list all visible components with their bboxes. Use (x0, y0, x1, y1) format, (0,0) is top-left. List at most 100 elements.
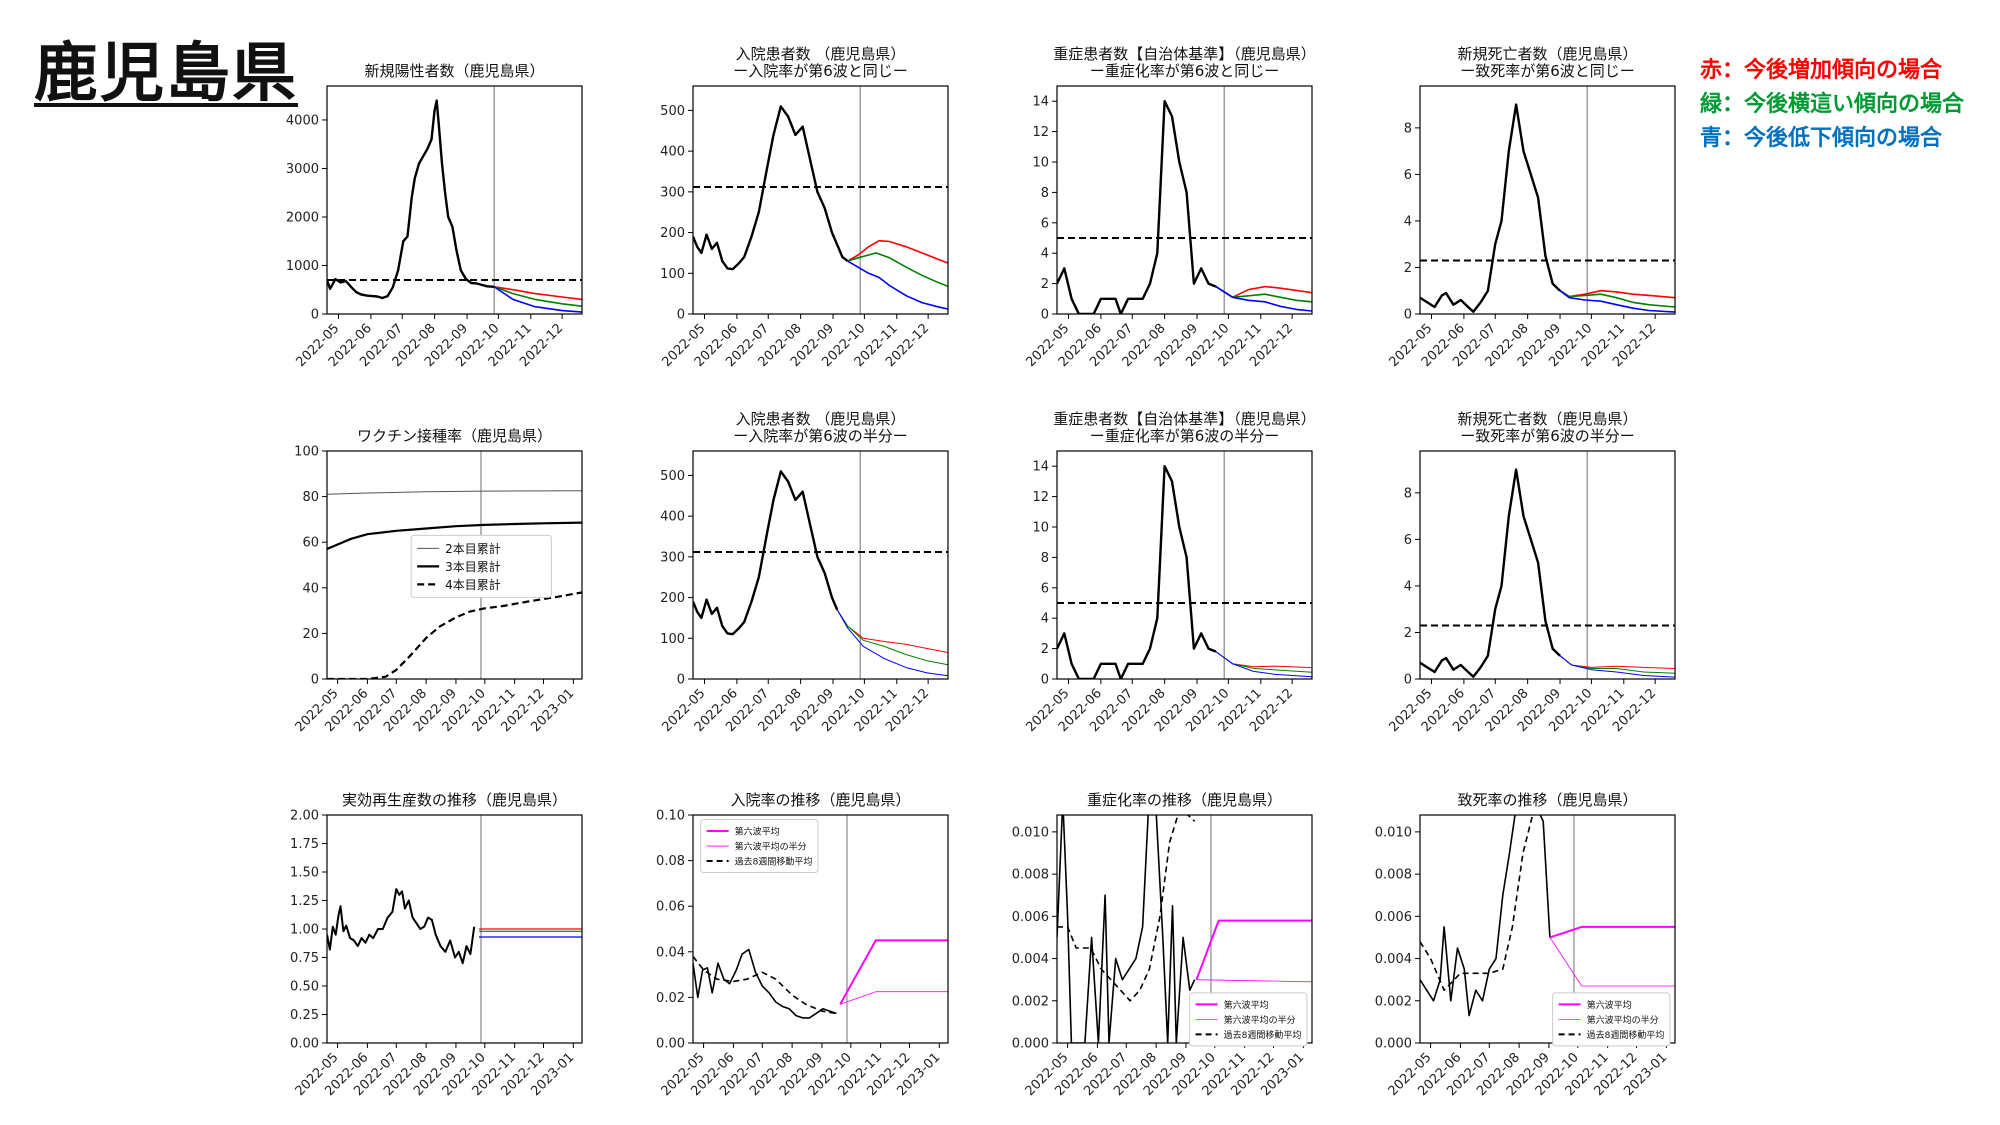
chart-legend-label: 第六波平均 (1224, 999, 1269, 1011)
y-tick-label: 0 (311, 673, 319, 688)
chart-death-rate: 致死率の推移（鹿児島県） 0.000 0.002 0.004 0.006 0.008 0.0… (1375, 791, 1676, 1099)
chart-title: 重症患者数【自治体基準】（鹿児島県） (1053, 45, 1316, 63)
y-tick-label: 100 (294, 445, 319, 460)
y-tick-label: 1.00 (290, 923, 319, 938)
chart-inpatients-same: 入院患者数 （鹿児島県）ー入院率が第6波と同じー 0 100 200 300 400 500… (659, 45, 949, 370)
y-tick-label: 0.00 (656, 1037, 685, 1052)
series-line-2 (1215, 285, 1312, 303)
plot-frame (326, 450, 583, 680)
plot-area (1420, 451, 1675, 679)
y-tick-label: 2 (1404, 261, 1412, 276)
plot-frame (1419, 814, 1676, 1044)
chart-deaths-half: 新規死亡者数（鹿児島県）ー致死率が第6波の半分ー024682022-052022… (1386, 410, 1676, 735)
y-tick-label: 0.006 (1012, 910, 1049, 925)
series-line-2 (836, 609, 948, 666)
y-tick-label: 6 (1041, 581, 1049, 596)
y-tick-label: 0.002 (1012, 994, 1049, 1009)
y-tick-label: 0 (677, 673, 685, 688)
chart-title: ー入院率が第6波の半分ー (733, 427, 908, 445)
y-tick-label: 0.000 (1012, 1037, 1049, 1052)
series-line-3 (1215, 651, 1312, 678)
y-tick-label: 0 (1404, 308, 1412, 323)
y-tick-label: 1.50 (290, 866, 319, 881)
chart-title: ー致死率が第6波と同じー (1460, 62, 1635, 80)
y-tick-label: 0.002 (1375, 994, 1412, 1009)
y-tick-label: 500 (660, 104, 685, 119)
y-tick-label: 12 (1032, 125, 1049, 140)
series-line-2 (1195, 919, 1312, 981)
series-line-3 (493, 286, 582, 313)
plot-frame (1056, 814, 1313, 1044)
series-line-1 (1420, 815, 1534, 992)
plot-area (1057, 86, 1312, 314)
chart-severe-same: 重症患者数【自治体基準】（鹿児島県）ー重症化率が第6波と同じー 0 2 4 6 8 10 12… (1023, 45, 1315, 370)
plot-frame (326, 85, 583, 315)
plot-area (1057, 451, 1312, 679)
series-line-2 (1559, 290, 1675, 308)
y-tick-label: 8 (1404, 486, 1412, 501)
plot-area (693, 86, 948, 314)
y-tick-label: 4 (1041, 247, 1049, 262)
y-tick-label: 0.004 (1375, 952, 1412, 967)
y-tick-label: 0.25 (290, 1008, 319, 1023)
y-tick-label: 60 (302, 536, 319, 551)
series-line-0 (1420, 468, 1561, 678)
chart-legend-label: 第六波平均 (1587, 999, 1632, 1011)
legend-flat: 緑：今後横這い傾向の場合 (1700, 92, 1965, 117)
y-tick-label: 200 (660, 591, 685, 606)
y-tick-label: 2.00 (290, 809, 319, 824)
plot-area (327, 86, 582, 314)
plot-frame (326, 814, 583, 1044)
series-line-2 (1549, 925, 1675, 939)
y-tick-label: 8 (1041, 186, 1049, 201)
chart-legend-label: 第六波平均の半分 (1587, 1014, 1659, 1026)
scenario-legend: 赤：今後増加傾向の場合 緑：今後横這い傾向の場合 青：今後低下傾向の場合 (1700, 54, 1964, 156)
series-line-0 (693, 105, 849, 271)
y-tick-label: 4000 (286, 113, 319, 128)
plot-frame (1419, 450, 1676, 680)
y-tick-label: 100 (660, 267, 685, 282)
plot-frame (1056, 85, 1313, 315)
plot-frame (1056, 450, 1313, 680)
series-line-2 (493, 286, 582, 307)
series-line-0 (1057, 465, 1217, 679)
chart-title: 重症患者数【自治体基準】（鹿児島県） (1053, 410, 1316, 428)
legend-decrease: 青：今後低下傾向の場合 (1700, 126, 1943, 151)
series-line-2 (1559, 655, 1675, 674)
series-line-3 (847, 260, 948, 310)
plot-area (693, 451, 948, 679)
series-line-1 (847, 239, 948, 264)
y-tick-label: 2 (1041, 277, 1049, 292)
chart-title: 致死率の推移（鹿児島県） (1457, 791, 1637, 809)
chart-title: ー重症化率が第6波の半分ー (1090, 427, 1280, 445)
chart-legend-label: 4本目累計 (445, 577, 501, 592)
series-line-0 (1057, 99, 1217, 314)
chart-legend-label: 2本目累計 (445, 541, 501, 556)
y-tick-label: 0.10 (656, 809, 685, 824)
chart-legend-box (1552, 992, 1671, 1047)
y-tick-label: 0.06 (656, 900, 685, 915)
y-tick-label: 0.50 (290, 980, 319, 995)
series-line-0 (693, 948, 837, 1019)
plot-area (1420, 815, 1675, 1043)
plot-area (327, 815, 582, 1043)
chart-title: 新規陽性者数（鹿児島県） (364, 62, 544, 80)
plot-frame (692, 450, 949, 680)
y-tick-label: 12 (1032, 490, 1049, 505)
chart-title: ワクチン接種率（鹿児島県） (357, 427, 552, 445)
series-line-0 (1420, 103, 1561, 313)
chart-title: 新規死亡者数（鹿児島県） (1457, 45, 1637, 63)
chart-legend-label: 過去8週間移動平均 (735, 855, 813, 867)
y-tick-label: 4 (1404, 214, 1412, 229)
chart-legend-label: 第六波平均の半分 (1224, 1014, 1296, 1026)
y-tick-label: 0 (1041, 673, 1049, 688)
y-tick-label: 40 (302, 581, 319, 596)
y-tick-label: 0 (677, 308, 685, 323)
y-tick-label: 0 (1404, 673, 1412, 688)
chart-legend-label: 過去8週間移動平均 (1224, 1029, 1302, 1041)
chart-inpatients-half: 入院患者数 （鹿児島県）ー入院率が第6波の半分ー 0 100 200 300 400 500… (659, 410, 949, 735)
y-tick-label: 300 (660, 185, 685, 200)
y-tick-label: 0.008 (1375, 868, 1412, 883)
series-line-3 (1215, 285, 1312, 312)
